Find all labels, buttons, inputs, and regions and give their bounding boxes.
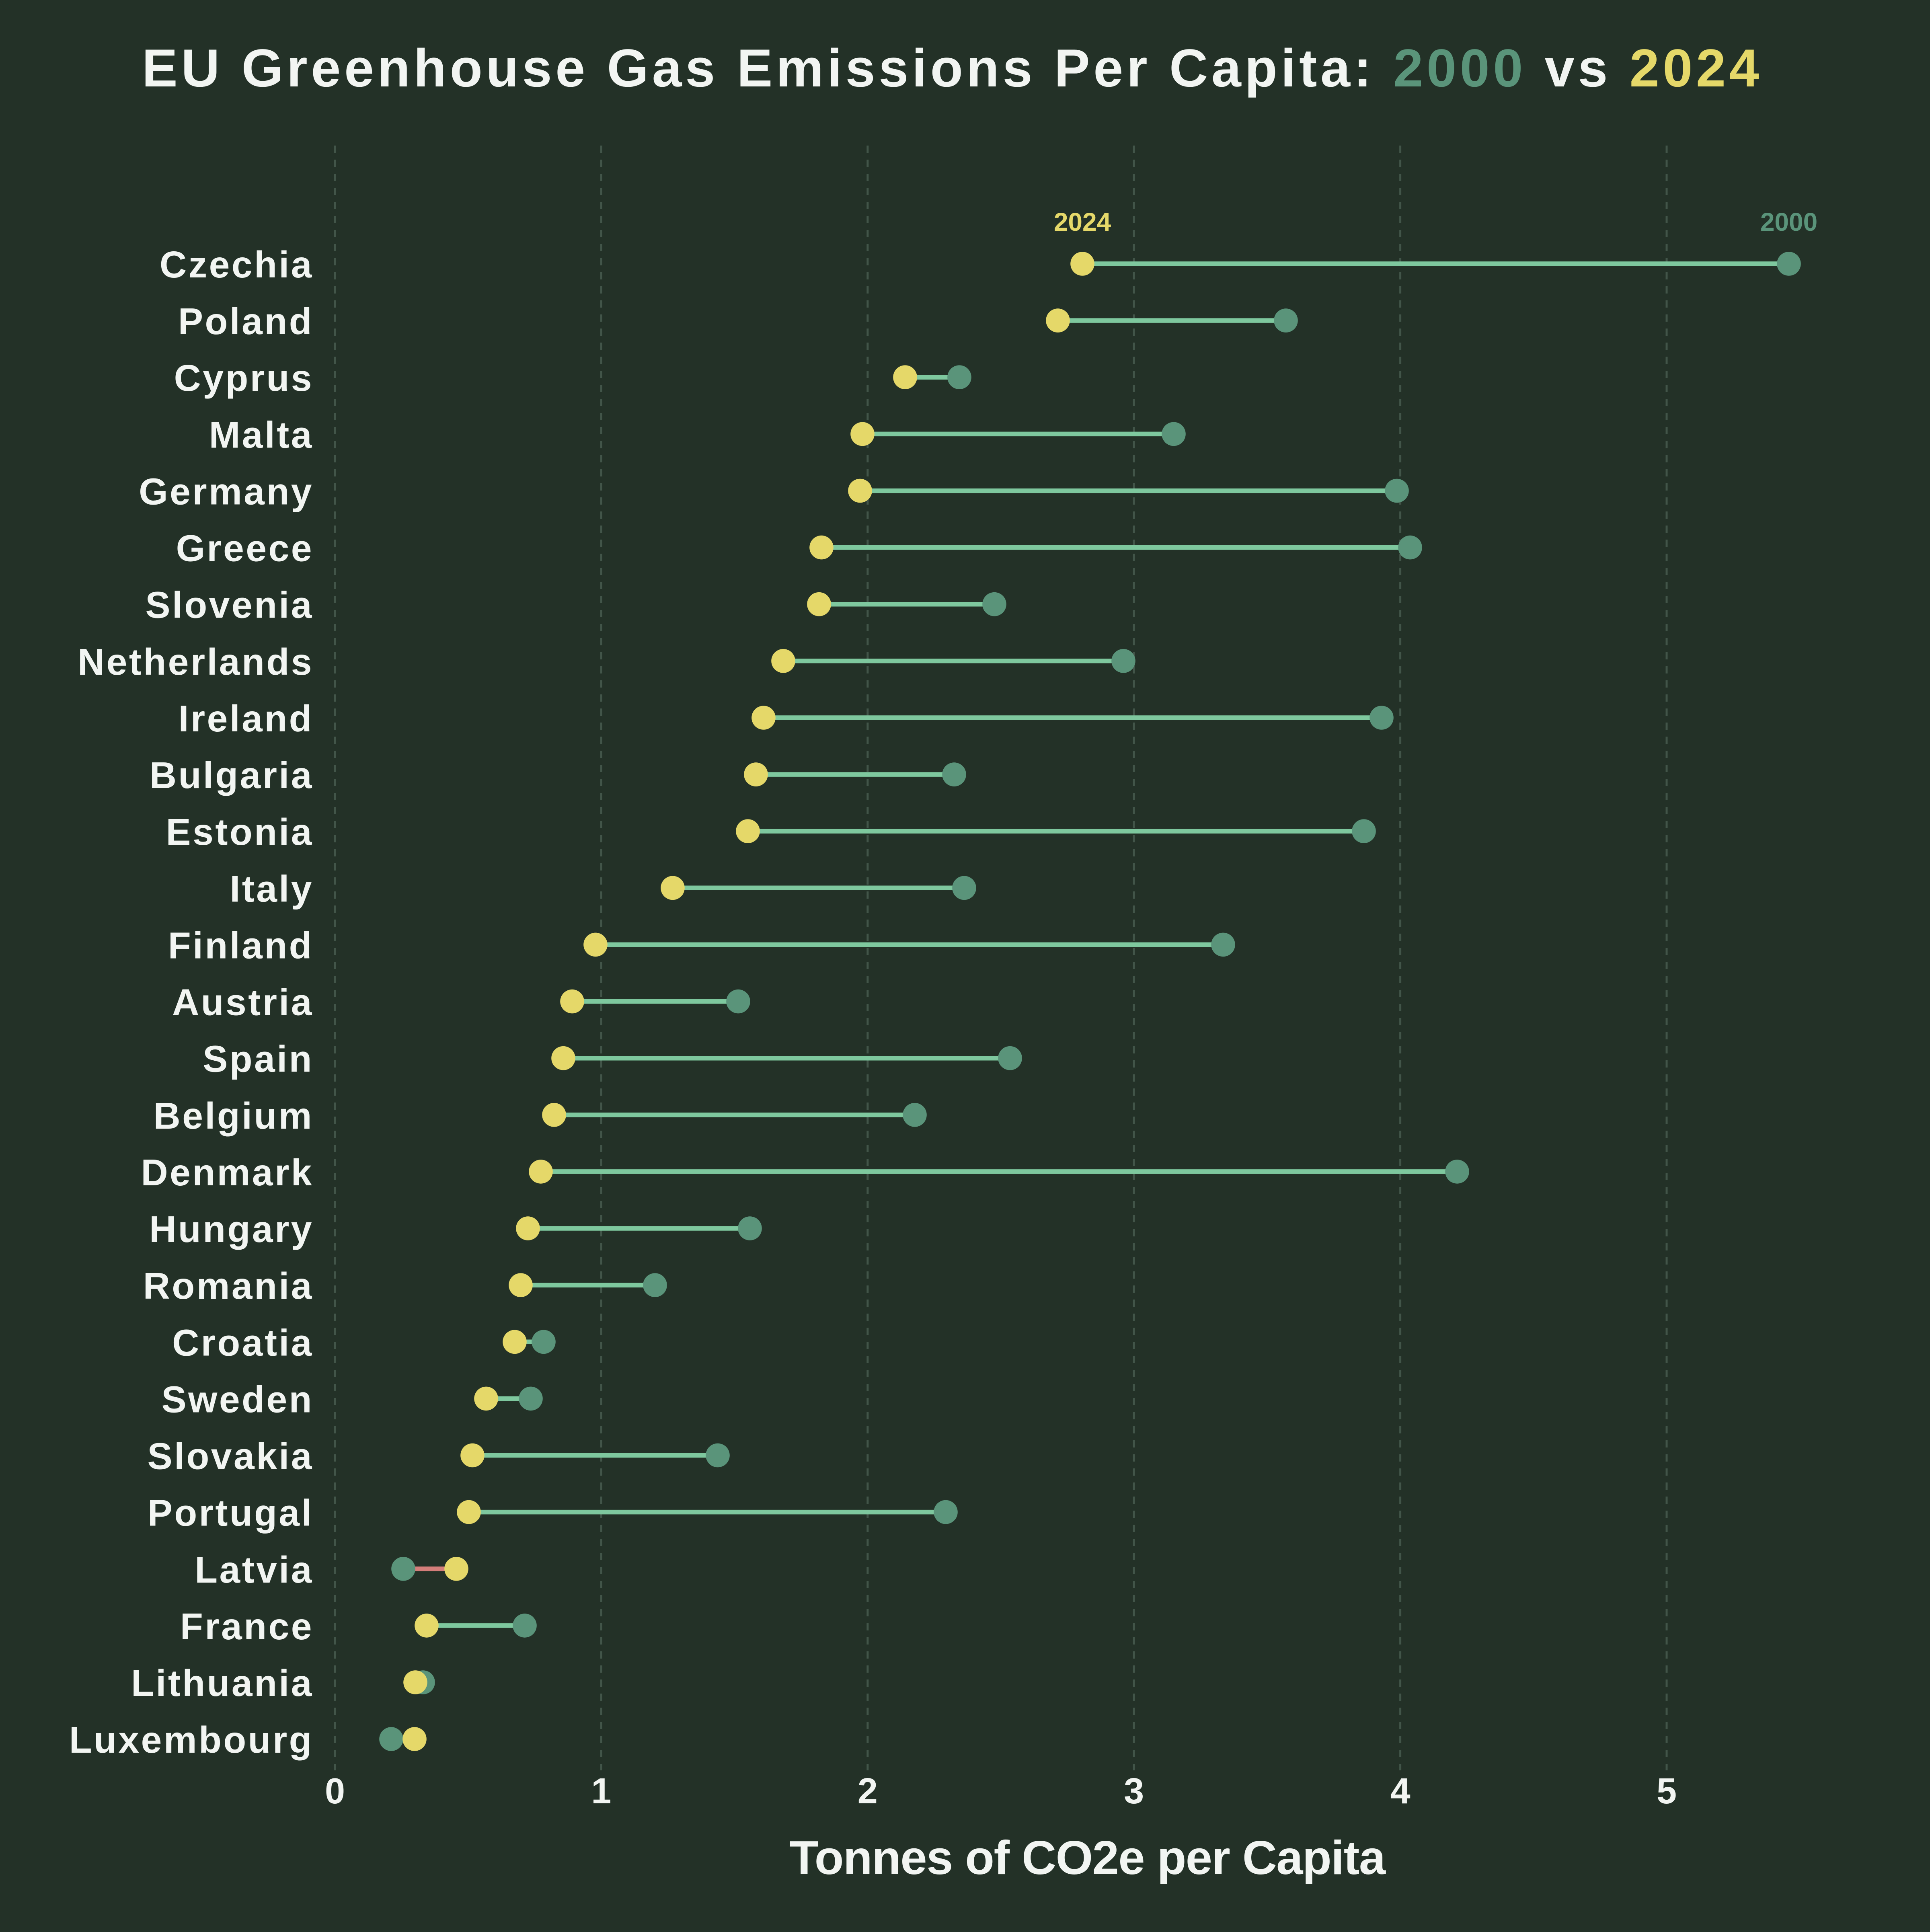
svg-text:2000: 2000: [1760, 207, 1817, 236]
svg-text:Spain: Spain: [203, 1038, 314, 1080]
svg-text:2024: 2024: [1054, 207, 1111, 236]
svg-text:Finland: Finland: [168, 924, 314, 966]
svg-text:5: 5: [1657, 1771, 1677, 1811]
svg-text:Cyprus: Cyprus: [174, 357, 314, 399]
svg-text:Malta: Malta: [209, 414, 314, 456]
svg-text:Netherlands: Netherlands: [78, 641, 314, 683]
svg-text:Austria: Austria: [172, 981, 314, 1023]
svg-text:Czechia: Czechia: [160, 244, 314, 285]
svg-text:Hungary: Hungary: [149, 1208, 314, 1250]
svg-text:0: 0: [325, 1771, 345, 1811]
svg-text:Germany: Germany: [139, 471, 314, 513]
svg-text:Bulgaria: Bulgaria: [150, 754, 314, 796]
svg-text:Estonia: Estonia: [166, 811, 314, 853]
svg-text:Italy: Italy: [230, 868, 314, 910]
svg-text:Denmark: Denmark: [141, 1152, 314, 1193]
svg-text:France: France: [180, 1606, 314, 1647]
svg-text:Croatia: Croatia: [172, 1322, 314, 1363]
svg-text:EU Greenhouse Gas Emissions Pe: EU Greenhouse Gas Emissions Per Capita: …: [142, 39, 1762, 98]
svg-text:Ireland: Ireland: [179, 698, 314, 739]
svg-text:Belgium: Belgium: [154, 1095, 314, 1137]
svg-text:Luxembourg: Luxembourg: [69, 1719, 314, 1761]
svg-text:1: 1: [591, 1771, 611, 1811]
svg-text:Sweden: Sweden: [162, 1378, 314, 1420]
svg-text:Slovakia: Slovakia: [148, 1435, 314, 1477]
svg-text:Portugal: Portugal: [148, 1492, 314, 1534]
svg-text:4: 4: [1390, 1771, 1411, 1811]
svg-text:Lithuania: Lithuania: [131, 1662, 314, 1704]
svg-text:Tonnes of CO2e per Capita: Tonnes of CO2e per Capita: [789, 1831, 1386, 1885]
svg-text:Poland: Poland: [178, 300, 314, 342]
svg-text:Latvia: Latvia: [195, 1549, 314, 1591]
svg-text:2: 2: [858, 1771, 878, 1811]
svg-text:3: 3: [1124, 1771, 1144, 1811]
svg-text:Romania: Romania: [143, 1265, 314, 1307]
svg-text:Slovenia: Slovenia: [146, 584, 314, 626]
svg-text:Greece: Greece: [176, 528, 314, 569]
